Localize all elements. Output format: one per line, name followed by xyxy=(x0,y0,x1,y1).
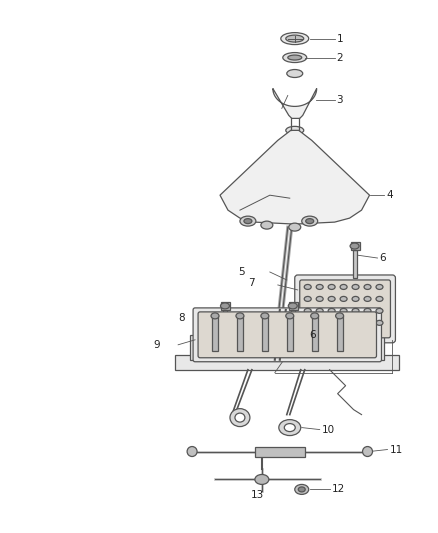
Text: 8: 8 xyxy=(178,313,185,323)
Ellipse shape xyxy=(220,303,230,309)
FancyBboxPatch shape xyxy=(193,308,381,362)
Ellipse shape xyxy=(316,320,323,325)
FancyBboxPatch shape xyxy=(198,312,377,358)
Text: 13: 13 xyxy=(251,490,265,500)
Ellipse shape xyxy=(363,447,372,456)
Ellipse shape xyxy=(230,409,250,426)
FancyBboxPatch shape xyxy=(295,275,396,343)
Ellipse shape xyxy=(328,320,335,325)
Ellipse shape xyxy=(286,35,304,42)
Ellipse shape xyxy=(311,313,319,319)
Ellipse shape xyxy=(352,285,359,289)
Ellipse shape xyxy=(340,296,347,301)
Ellipse shape xyxy=(328,309,335,313)
Text: 10: 10 xyxy=(321,425,335,434)
Ellipse shape xyxy=(304,296,311,301)
Ellipse shape xyxy=(288,303,297,309)
Ellipse shape xyxy=(289,223,301,231)
Text: 3: 3 xyxy=(337,95,343,106)
Ellipse shape xyxy=(255,474,269,484)
Ellipse shape xyxy=(283,53,307,62)
Ellipse shape xyxy=(284,424,295,432)
Polygon shape xyxy=(220,131,370,224)
Ellipse shape xyxy=(306,219,314,224)
Ellipse shape xyxy=(376,320,383,325)
Bar xyxy=(255,447,305,456)
Text: 6: 6 xyxy=(310,330,316,340)
Bar xyxy=(337,316,343,351)
Ellipse shape xyxy=(240,216,256,226)
Ellipse shape xyxy=(364,296,371,301)
Ellipse shape xyxy=(261,221,273,229)
Ellipse shape xyxy=(304,309,311,313)
Ellipse shape xyxy=(187,447,197,456)
Polygon shape xyxy=(273,88,317,118)
Ellipse shape xyxy=(328,285,335,289)
Ellipse shape xyxy=(350,243,359,249)
Ellipse shape xyxy=(376,285,383,289)
Bar xyxy=(262,316,268,351)
Ellipse shape xyxy=(286,313,294,319)
Ellipse shape xyxy=(352,296,359,301)
Bar xyxy=(175,355,399,370)
Ellipse shape xyxy=(286,126,304,134)
Ellipse shape xyxy=(236,313,244,319)
Bar xyxy=(353,250,357,278)
Bar xyxy=(221,302,230,310)
Ellipse shape xyxy=(261,313,269,319)
Ellipse shape xyxy=(279,419,301,435)
Ellipse shape xyxy=(211,313,219,319)
Ellipse shape xyxy=(336,313,343,319)
Ellipse shape xyxy=(364,309,371,313)
Ellipse shape xyxy=(235,413,245,422)
Bar xyxy=(287,316,293,351)
FancyBboxPatch shape xyxy=(300,280,390,338)
Text: 6: 6 xyxy=(379,253,386,263)
Ellipse shape xyxy=(376,309,383,313)
Text: 9: 9 xyxy=(154,340,160,350)
Ellipse shape xyxy=(316,296,323,301)
Bar xyxy=(289,302,298,310)
Bar xyxy=(291,310,295,335)
Ellipse shape xyxy=(304,285,311,289)
Bar xyxy=(212,316,218,351)
Text: 5: 5 xyxy=(238,267,245,277)
Ellipse shape xyxy=(244,219,252,224)
Ellipse shape xyxy=(352,309,359,313)
Bar xyxy=(237,316,243,351)
Ellipse shape xyxy=(340,320,347,325)
Ellipse shape xyxy=(295,484,309,495)
Text: 2: 2 xyxy=(337,53,343,62)
Text: 1: 1 xyxy=(337,34,343,44)
Ellipse shape xyxy=(304,320,311,325)
Ellipse shape xyxy=(287,69,303,77)
Bar xyxy=(190,335,385,360)
Ellipse shape xyxy=(340,309,347,313)
Ellipse shape xyxy=(376,296,383,301)
Ellipse shape xyxy=(364,285,371,289)
Text: 11: 11 xyxy=(389,445,403,455)
Ellipse shape xyxy=(316,285,323,289)
Bar xyxy=(223,310,227,332)
Bar xyxy=(312,316,318,351)
Bar xyxy=(350,242,360,250)
Text: 7: 7 xyxy=(248,278,255,288)
Ellipse shape xyxy=(302,216,318,226)
Ellipse shape xyxy=(340,285,347,289)
Ellipse shape xyxy=(364,320,371,325)
Text: 12: 12 xyxy=(332,484,345,495)
Ellipse shape xyxy=(288,55,302,60)
Ellipse shape xyxy=(281,33,309,45)
Ellipse shape xyxy=(352,320,359,325)
Text: 4: 4 xyxy=(386,190,393,200)
Ellipse shape xyxy=(328,296,335,301)
Ellipse shape xyxy=(298,487,305,492)
Ellipse shape xyxy=(316,309,323,313)
